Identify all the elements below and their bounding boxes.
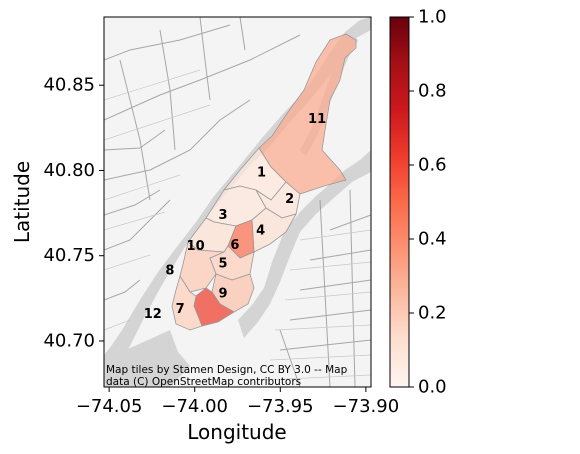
x-axis: −74.05 −74.00 −73.95 −73.90 (76, 387, 399, 417)
colorbar-ticks: 0.0 0.2 0.4 0.6 0.8 1.0 (409, 7, 447, 398)
region-label-7: 7 (176, 302, 185, 317)
region-label-8: 8 (165, 264, 174, 279)
colorbar-tick-label: 1.0 (418, 7, 447, 28)
y-tick-label: 40.75 (43, 245, 95, 266)
y-tick-label: 40.70 (43, 330, 95, 351)
region-labels: 11 1 2 3 4 10 6 5 8 9 7 12 (144, 112, 326, 322)
region-label-5: 5 (218, 257, 227, 272)
region-label-3: 3 (218, 208, 227, 223)
minor-streets (104, 69, 371, 381)
colorbar-tick-label: 0.6 (418, 155, 447, 176)
colorbar-tick-label: 0.8 (418, 81, 447, 102)
map-basemap: 11 1 2 3 4 10 6 5 8 9 7 12 Map tiles by … (104, 17, 371, 388)
region-label-2: 2 (285, 192, 294, 207)
y-axis: 40.70 40.75 40.80 40.85 (43, 75, 104, 351)
x-tick-label: −74.00 (161, 396, 228, 417)
upper-bay (104, 330, 190, 387)
x-tick-label: −73.90 (333, 396, 400, 417)
colorbar-tick-label: 0.4 (418, 229, 447, 250)
x-axis-label: Longitude (187, 420, 286, 444)
map-attribution-line-2: data (C) OpenStreetMap contributors (106, 376, 301, 388)
y-axis-label: Latitude (10, 161, 34, 243)
map-attribution-line-1: Map tiles by Stamen Design, CC BY 3.0 --… (106, 364, 348, 376)
y-tick-label: 40.85 (43, 75, 95, 96)
x-tick-label: −73.95 (247, 396, 314, 417)
region-label-12: 12 (144, 307, 162, 322)
region-label-6: 6 (230, 238, 239, 253)
region-label-4: 4 (256, 224, 265, 239)
region-polygons (171, 33, 357, 331)
region-label-1: 1 (257, 166, 266, 181)
colorbar-tick-label: 0.2 (418, 303, 447, 324)
colorbar (389, 16, 410, 388)
x-tick-label: −74.05 (76, 396, 143, 417)
region-11 (258, 33, 357, 195)
region-label-10: 10 (187, 239, 205, 254)
region-12 (171, 275, 203, 331)
region-label-11: 11 (308, 112, 326, 127)
axes-frame (103, 16, 372, 388)
east-river (238, 150, 371, 338)
colorbar-tick-label: 0.0 (418, 377, 447, 398)
region-8 (179, 241, 225, 293)
y-tick-label: 40.80 (43, 160, 95, 181)
region-label-9: 9 (218, 287, 227, 302)
road-network (104, 17, 371, 387)
